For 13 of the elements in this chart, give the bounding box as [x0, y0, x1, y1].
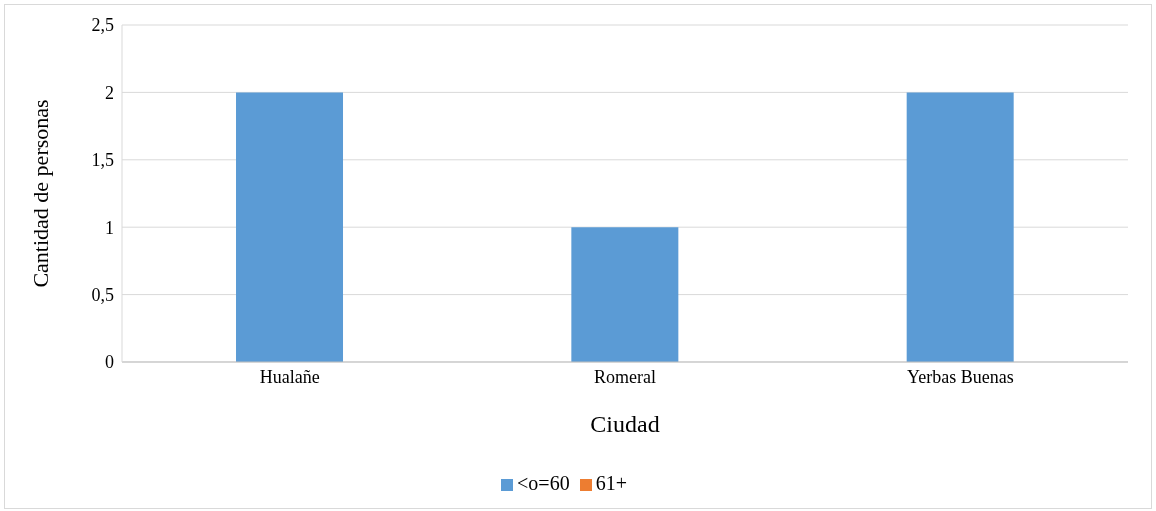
y-axis-title: Cantidad de personas — [27, 99, 53, 288]
y-tick-label: 0,5 — [91, 284, 114, 305]
y-tick-label: 0 — [105, 352, 114, 373]
x-tick-label: Romeral — [594, 366, 656, 387]
x-tick-label: Hualañe — [259, 366, 320, 387]
y-tick-label: 2 — [105, 82, 114, 103]
y-tick-label: 1,5 — [91, 150, 114, 171]
legend-label: 61+ — [595, 472, 627, 494]
x-axis-title: Ciudad — [590, 411, 660, 437]
x-tick-label: Yerbas Buenas — [907, 366, 1014, 387]
y-tick-label: 1 — [105, 217, 114, 238]
y-tick-label: 2,5 — [91, 15, 114, 36]
legend-label: <o=60 — [517, 472, 570, 494]
